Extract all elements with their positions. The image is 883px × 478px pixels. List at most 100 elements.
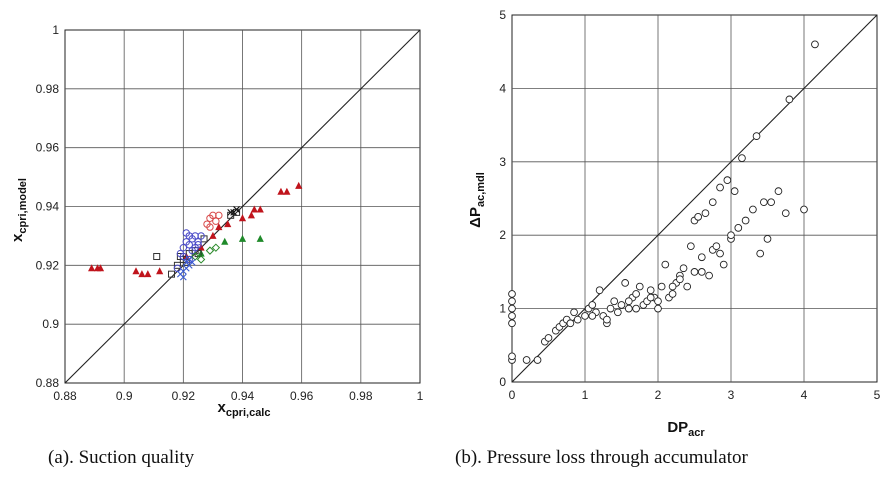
- data-point-open-circle: [781, 209, 790, 218]
- data-point-cross: [227, 208, 235, 216]
- data-point-triangle: [144, 270, 152, 278]
- data-point-open-circle: [632, 290, 640, 298]
- data-point-triangle: [138, 270, 146, 278]
- y-axis-label-sub: cpri,model: [17, 178, 29, 234]
- reference-line: [64, 29, 421, 384]
- data-point-open-circle: [508, 297, 516, 306]
- data-point-open-circle: [570, 308, 578, 317]
- data-point-triangle: [295, 181, 303, 189]
- data-point-circle: [185, 255, 193, 264]
- data-point-open-circle: [508, 304, 516, 313]
- data-point-open-circle: [646, 293, 655, 302]
- x-tick-label: 1: [417, 389, 424, 403]
- y-tick-label: 2: [499, 228, 506, 242]
- data-point-open-circle: [701, 209, 710, 218]
- data-point-open-circle: [690, 268, 699, 276]
- data-point-circle: [194, 238, 202, 246]
- data-point-circle: [206, 223, 214, 231]
- data-point-open-circle: [661, 260, 670, 269]
- x-tick-label: 0.9: [116, 389, 133, 403]
- data-point-open-circle: [763, 235, 772, 243]
- y-tick-label: 0.9: [42, 317, 59, 331]
- x-axis-label-main: x: [218, 399, 227, 416]
- data-point-triangle: [247, 211, 255, 219]
- data-point-open-circle: [508, 312, 516, 320]
- data-point-open-circle: [635, 282, 644, 291]
- x-tick-label: 0: [509, 388, 516, 402]
- data-point-triangle: [224, 220, 232, 228]
- data-point-open-circle: [617, 301, 626, 309]
- data-point-circle: [215, 211, 223, 220]
- y-tick-label: 0.92: [36, 258, 60, 272]
- data-point-open-circle: [676, 275, 684, 284]
- data-point-open-circle: [646, 286, 655, 295]
- y-axis-label: ΔPac,mdl: [467, 172, 487, 228]
- data-point-open-circle: [708, 198, 717, 207]
- data-point-open-circle: [654, 304, 662, 313]
- data-point-square: [153, 253, 161, 261]
- y-axis-label: xcpri,model: [9, 178, 29, 242]
- data-point-open-circle: [657, 282, 666, 291]
- data-point-triangle: [277, 187, 285, 195]
- data-point-open-circle: [595, 286, 604, 295]
- data-point-open-circle: [508, 290, 516, 298]
- y-tick-label: 5: [499, 8, 506, 22]
- data-point-triangle: [215, 223, 223, 231]
- data-point-open-circle: [686, 242, 695, 251]
- data-point-open-circle: [716, 183, 724, 192]
- data-point-triangle: [256, 205, 264, 213]
- y-tick-label: 0.88: [36, 376, 60, 390]
- data-point-triangle: [221, 237, 229, 245]
- data-point-open-circle: [738, 154, 746, 162]
- data-point-triangle: [96, 264, 105, 272]
- data-point-open-circle: [734, 224, 743, 232]
- data-point-open-circle: [624, 297, 633, 306]
- x-tick-label: 4: [801, 388, 808, 402]
- x-axis-label-sub: cpri,calc: [226, 407, 271, 419]
- data-point-diamond: [196, 255, 206, 264]
- y-tick-label: 1: [52, 23, 59, 37]
- data-point-open-circle: [573, 315, 582, 324]
- data-point-open-circle: [632, 304, 640, 313]
- data-point-open-circle: [508, 352, 516, 361]
- data-point-triangle: [238, 214, 247, 222]
- data-point-open-circle: [727, 231, 735, 240]
- y-axis-label-sub: ac,mdl: [475, 172, 487, 207]
- data-point-open-circle: [654, 297, 662, 306]
- data-point-open-circle: [785, 95, 794, 104]
- data-point-open-circle: [606, 304, 615, 313]
- data-point-triangle: [238, 234, 247, 242]
- data-point-open-circle: [610, 297, 619, 306]
- data-point-diamond: [211, 243, 221, 252]
- data-point-circle: [179, 243, 188, 252]
- data-point-open-circle: [668, 282, 677, 291]
- data-point-open-circle: [705, 271, 713, 280]
- data-point-open-circle: [752, 132, 761, 140]
- data-point-open-circle: [730, 187, 739, 196]
- y-tick-label: 0.98: [36, 82, 60, 96]
- data-point-open-circle: [683, 282, 692, 291]
- data-point-open-circle: [767, 198, 776, 207]
- x-tick-label: 3: [728, 388, 735, 402]
- x-tick-label: 5: [874, 388, 881, 402]
- data-point-open-circle: [719, 260, 728, 269]
- data-point-open-circle: [697, 253, 706, 262]
- x-axis-label: DPacr: [667, 419, 705, 439]
- data-point-open-circle: [581, 312, 589, 320]
- data-point-cross: [188, 259, 196, 266]
- data-point-open-circle: [588, 312, 597, 320]
- data-point-triangle: [283, 187, 291, 195]
- data-point-open-circle: [774, 187, 783, 196]
- data-point-circle: [185, 241, 193, 249]
- data-point-open-circle: [603, 315, 611, 324]
- data-point-open-circle: [588, 301, 597, 309]
- data-point-triangle: [156, 267, 164, 275]
- data-point-open-circle: [756, 249, 765, 258]
- y-tick-label: 4: [499, 81, 506, 95]
- chart-panel-b: 0 1 2 3 4 5 0 1 2 3 4 5 DPacr ΔPac,mdl (b). Pressure l…: [455, 8, 881, 468]
- data-point-open-circle: [613, 308, 622, 317]
- data-point-open-circle: [697, 268, 706, 276]
- data-point-triangle: [256, 234, 264, 242]
- y-tick-label: 1: [499, 302, 506, 316]
